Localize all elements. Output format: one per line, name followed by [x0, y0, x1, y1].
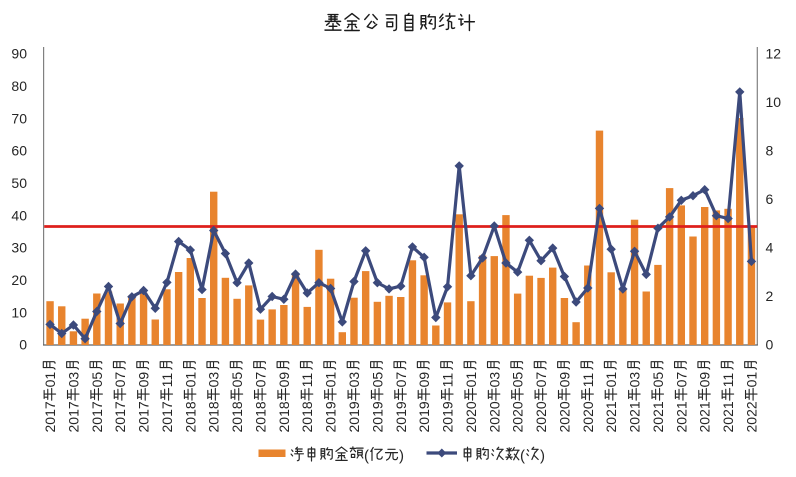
svg-text:01: 01	[743, 372, 759, 388]
svg-text:2021: 2021	[673, 401, 689, 432]
svg-text:2020: 2020	[463, 401, 479, 432]
svg-text:2019: 2019	[393, 401, 409, 432]
svg-text:07: 07	[112, 372, 128, 388]
svg-text:2018: 2018	[229, 401, 245, 432]
svg-text:2: 2	[766, 288, 774, 304]
svg-text:09: 09	[416, 372, 432, 388]
svg-text:2017: 2017	[89, 401, 105, 432]
svg-text:07: 07	[393, 372, 409, 388]
svg-text:2022: 2022	[743, 401, 759, 432]
svg-text:07: 07	[673, 372, 689, 388]
svg-text:2021: 2021	[697, 401, 713, 432]
svg-text:2021: 2021	[603, 401, 619, 432]
svg-text:03: 03	[65, 372, 81, 388]
svg-text:2017: 2017	[136, 401, 152, 432]
svg-text:6: 6	[766, 191, 774, 207]
svg-text:60: 60	[11, 143, 27, 159]
svg-text:05: 05	[89, 372, 105, 388]
svg-text:2018: 2018	[206, 401, 222, 432]
svg-text:2020: 2020	[510, 401, 526, 432]
svg-text:05: 05	[510, 372, 526, 388]
svg-text:2019: 2019	[346, 401, 362, 432]
svg-text:2018: 2018	[276, 401, 292, 432]
svg-text:10: 10	[11, 304, 27, 320]
svg-text:2020: 2020	[580, 401, 596, 432]
svg-text:0: 0	[19, 337, 27, 353]
svg-text:2018: 2018	[252, 401, 268, 432]
svg-text:2017: 2017	[159, 401, 175, 432]
svg-text:09: 09	[136, 372, 152, 388]
svg-text:07: 07	[252, 372, 268, 388]
svg-text:11: 11	[159, 373, 175, 388]
svg-text:11: 11	[440, 373, 456, 388]
svg-text:01: 01	[42, 372, 58, 388]
svg-text:09: 09	[556, 372, 572, 388]
svg-text:01: 01	[182, 372, 198, 388]
svg-text:90: 90	[11, 46, 27, 62]
svg-text:2018: 2018	[182, 401, 198, 432]
svg-text:03: 03	[486, 372, 502, 388]
svg-text:(: (	[520, 447, 525, 464]
svg-text:10: 10	[766, 94, 782, 110]
svg-text:03: 03	[627, 372, 643, 388]
svg-text:20: 20	[11, 272, 27, 288]
svg-text:01: 01	[463, 372, 479, 388]
svg-text:05: 05	[369, 372, 385, 388]
svg-text:2017: 2017	[112, 401, 128, 432]
svg-text:50: 50	[11, 175, 27, 191]
svg-text:05: 05	[650, 372, 666, 388]
svg-text:05: 05	[229, 372, 245, 388]
svg-text:8: 8	[766, 143, 774, 159]
svg-text:): )	[540, 447, 545, 464]
svg-text:11: 11	[580, 373, 596, 388]
svg-text:2021: 2021	[650, 401, 666, 432]
svg-text:0: 0	[766, 337, 774, 353]
svg-text:2020: 2020	[486, 401, 502, 432]
svg-text:11: 11	[720, 373, 736, 388]
svg-text:01: 01	[603, 372, 619, 388]
svg-text:): )	[399, 447, 404, 464]
svg-text:07: 07	[533, 372, 549, 388]
svg-text:40: 40	[11, 207, 27, 223]
svg-text:4: 4	[766, 240, 774, 256]
svg-text:03: 03	[346, 372, 362, 388]
svg-text:09: 09	[697, 372, 713, 388]
svg-text:2019: 2019	[416, 401, 432, 432]
svg-text:2017: 2017	[42, 401, 58, 432]
svg-text:2019: 2019	[369, 401, 385, 432]
svg-text:12: 12	[766, 46, 782, 62]
svg-text:09: 09	[276, 372, 292, 388]
svg-text:2019: 2019	[323, 401, 339, 432]
svg-text:01: 01	[323, 372, 339, 388]
svg-text:2018: 2018	[299, 401, 315, 432]
svg-text:30: 30	[11, 240, 27, 256]
svg-text:2017: 2017	[65, 401, 81, 432]
svg-text:2020: 2020	[556, 401, 572, 432]
svg-text:2019: 2019	[440, 401, 456, 432]
svg-text:80: 80	[11, 78, 27, 94]
svg-text:2020: 2020	[533, 401, 549, 432]
svg-text:2021: 2021	[720, 401, 736, 432]
svg-text:2021: 2021	[627, 401, 643, 432]
svg-text:(: (	[364, 447, 369, 464]
svg-text:11: 11	[299, 373, 315, 388]
svg-text:70: 70	[11, 110, 27, 126]
svg-text:03: 03	[206, 372, 222, 388]
